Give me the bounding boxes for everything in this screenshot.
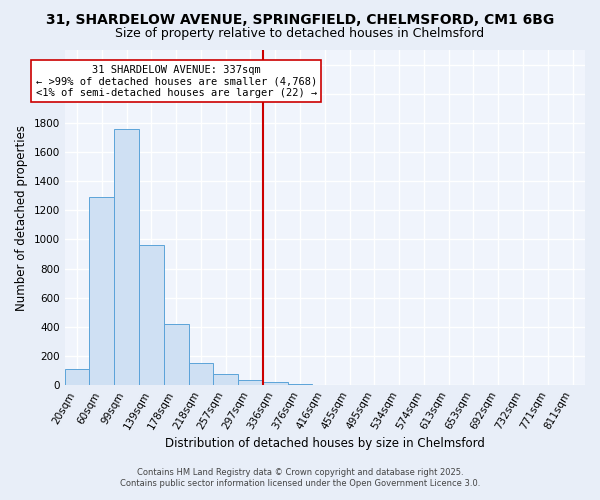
Text: 31, SHARDELOW AVENUE, SPRINGFIELD, CHELMSFORD, CM1 6BG: 31, SHARDELOW AVENUE, SPRINGFIELD, CHELM… xyxy=(46,12,554,26)
Bar xyxy=(238,380,263,385)
Text: 31 SHARDELOW AVENUE: 337sqm
← >99% of detached houses are smaller (4,768)
<1% of: 31 SHARDELOW AVENUE: 337sqm ← >99% of de… xyxy=(35,64,317,98)
Bar xyxy=(287,384,313,385)
Bar xyxy=(114,128,139,385)
X-axis label: Distribution of detached houses by size in Chelmsford: Distribution of detached houses by size … xyxy=(165,437,485,450)
Bar xyxy=(65,369,89,385)
Y-axis label: Number of detached properties: Number of detached properties xyxy=(15,124,28,310)
Bar xyxy=(139,245,164,385)
Bar xyxy=(164,324,188,385)
Bar xyxy=(188,363,214,385)
Bar xyxy=(214,374,238,385)
Text: Contains HM Land Registry data © Crown copyright and database right 2025.
Contai: Contains HM Land Registry data © Crown c… xyxy=(120,468,480,487)
Bar xyxy=(263,382,287,385)
Bar xyxy=(89,197,114,385)
Text: Size of property relative to detached houses in Chelmsford: Size of property relative to detached ho… xyxy=(115,28,485,40)
